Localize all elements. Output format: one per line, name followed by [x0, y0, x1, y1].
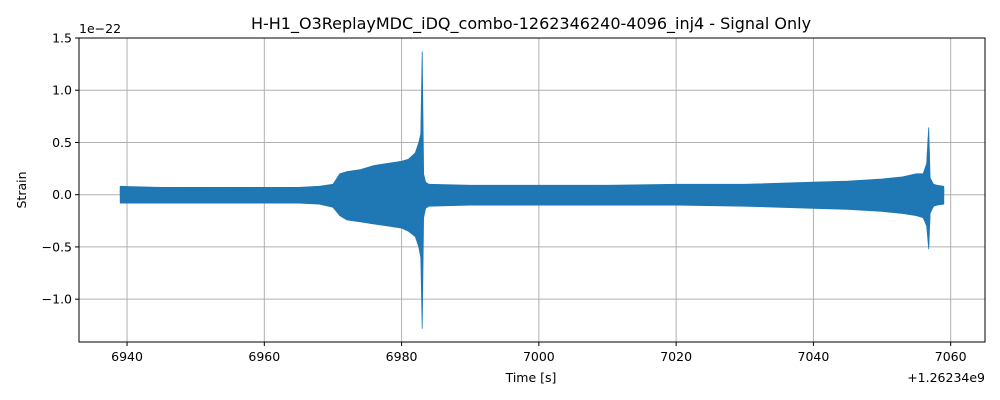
x-tick-label: 7040 — [798, 349, 830, 364]
x-tick-label: 6960 — [248, 349, 280, 364]
y-tick-label: 1.0 — [52, 83, 72, 98]
x-tick-label: 7000 — [523, 349, 555, 364]
y-tick-label: −0.5 — [42, 239, 72, 254]
chart-title: H-H1_O3ReplayMDC_iDQ_combo-1262346240-40… — [251, 14, 811, 34]
x-tick-label: 7060 — [935, 349, 967, 364]
y-axis: 1.5 1.0 0.5 0.0 −0.5 −1.0 — [42, 31, 79, 307]
y-tick-label: 0.5 — [52, 135, 72, 150]
x-axis: 6940 6960 6980 7000 7020 7040 7060 — [111, 342, 967, 364]
y-axis-label: Strain — [14, 171, 29, 208]
x-tick-label: 7020 — [660, 349, 692, 364]
y-tick-label: 1.5 — [52, 31, 72, 46]
x-tick-label: 6940 — [111, 349, 143, 364]
x-tick-label: 6980 — [386, 349, 418, 364]
y-tick-label: −1.0 — [42, 292, 72, 307]
series-group — [119, 51, 945, 329]
y-tick-label: 0.0 — [52, 187, 72, 202]
strain-series-line — [119, 83, 945, 287]
x-axis-label: Time [s] — [505, 370, 557, 385]
plot-frame — [78, 37, 986, 343]
x-offset-label: +1.26234e9 — [907, 370, 985, 385]
y-scale-label: 1e−22 — [79, 21, 121, 36]
